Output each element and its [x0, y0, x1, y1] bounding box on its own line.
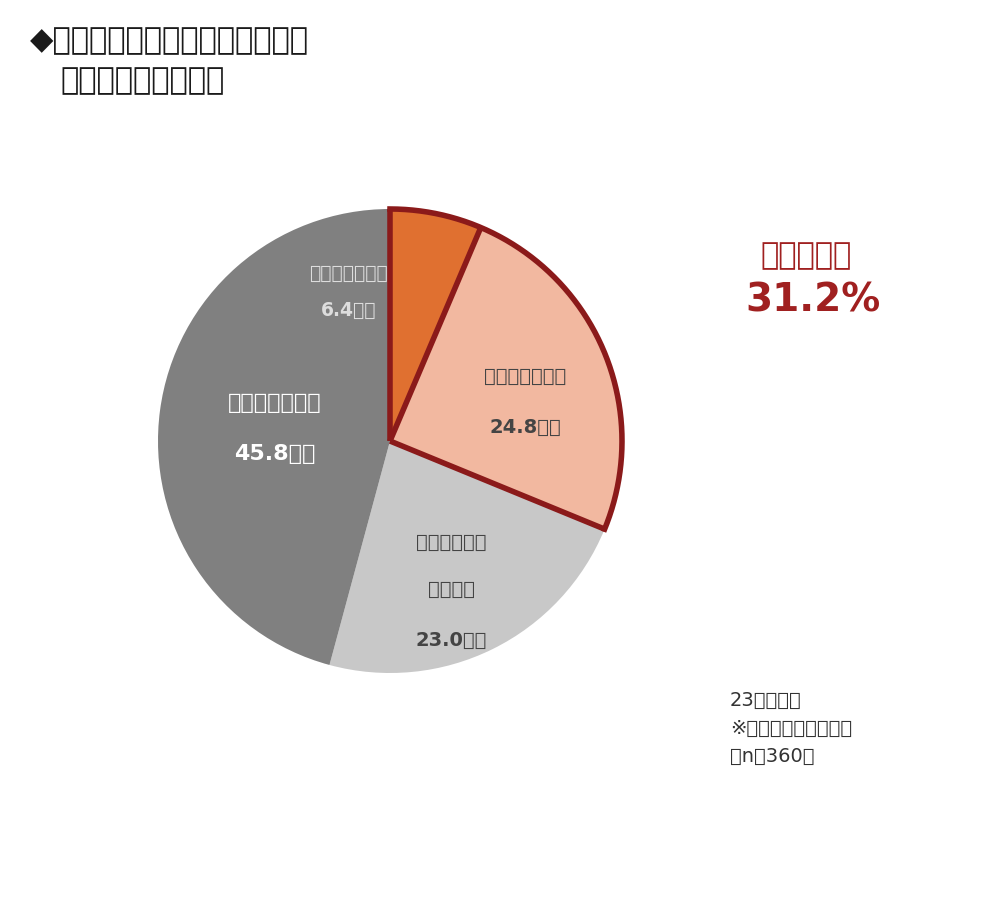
Text: あまり利用し: あまり利用し [416, 533, 486, 552]
Text: ぜひ利用したい: ぜひ利用したい [309, 264, 387, 284]
Text: ◆車非保有者（保有意向なし）の: ◆車非保有者（保有意向なし）の [30, 26, 309, 55]
Text: やや利用したい: やや利用したい [484, 367, 567, 386]
Text: 23.0　％: 23.0 ％ [416, 631, 487, 649]
Text: 6.4　％: 6.4 ％ [320, 301, 376, 321]
Wedge shape [390, 209, 480, 441]
Text: たくない: たくない [428, 579, 475, 599]
Wedge shape [329, 441, 605, 673]
Wedge shape [390, 227, 622, 529]
Text: 24.8　％: 24.8 ％ [489, 418, 562, 437]
Text: カーシェア利用意向: カーシェア利用意向 [60, 66, 224, 95]
Text: 23区在住者
※車保有意向なしのみ
（n＝360）: 23区在住者 ※車保有意向なしのみ （n＝360） [730, 691, 852, 766]
Wedge shape [158, 209, 390, 665]
Text: 45.8　％: 45.8 ％ [234, 444, 315, 463]
Text: 利用したい: 利用したい [760, 241, 851, 270]
Text: 利用したくない: 利用したくない [228, 392, 321, 413]
Text: 31.2%: 31.2% [745, 281, 880, 319]
